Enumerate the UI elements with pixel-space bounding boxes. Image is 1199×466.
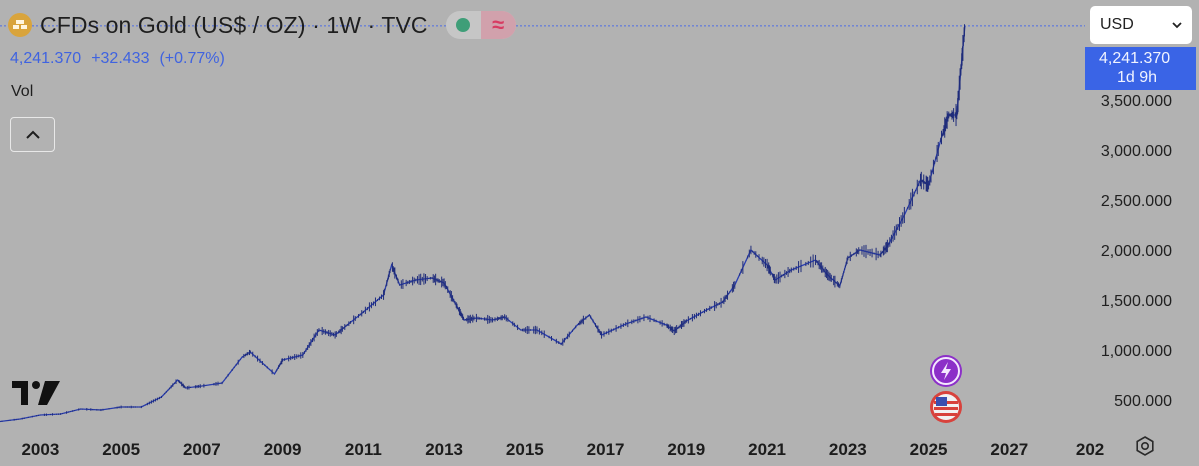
x-tick-label: 202 xyxy=(1076,440,1104,459)
x-tick-label: 2023 xyxy=(829,440,867,459)
collapse-button[interactable] xyxy=(10,117,55,152)
x-tick-label: 2007 xyxy=(183,440,221,459)
symbol-title[interactable]: CFDs on Gold (US$ / OZ) · 1W · TVC xyxy=(40,11,428,38)
bar-countdown: 1d 9h xyxy=(1117,69,1158,86)
gold-bars-icon xyxy=(8,13,32,37)
x-tick-label: 2005 xyxy=(102,440,140,459)
x-tick-label: 2011 xyxy=(345,440,382,459)
x-tick-label: 2003 xyxy=(21,440,59,459)
x-tick-label: 2015 xyxy=(506,440,544,459)
x-tick-label: 2025 xyxy=(910,440,948,459)
price-series-wicks xyxy=(0,24,966,422)
lightning-event-icon[interactable] xyxy=(930,355,962,387)
status-pill[interactable]: ≈ xyxy=(445,11,516,39)
x-tick-label: 2021 xyxy=(748,440,786,459)
chart-header: CFDs on Gold (US$ / OZ) · 1W · TVC ≈ xyxy=(8,10,516,40)
y-tick-label: 3,000.000 xyxy=(1101,143,1172,160)
x-tick-label: 2019 xyxy=(667,440,705,459)
price-change-percent: (+0.77%) xyxy=(159,50,225,67)
x-tick-label: 2013 xyxy=(425,440,463,459)
settings-icon[interactable] xyxy=(1136,436,1154,456)
y-tick-label: 2,000.000 xyxy=(1101,243,1172,260)
currency-select[interactable]: USD xyxy=(1090,6,1192,44)
y-tick-label: 1,000.000 xyxy=(1101,343,1172,360)
y-tick-label: 1,500.000 xyxy=(1101,293,1172,310)
market-open-dot-icon xyxy=(456,18,471,32)
price-series-line xyxy=(0,25,966,423)
us-flag-event-icon[interactable] xyxy=(930,391,962,423)
chevron-down-icon xyxy=(1172,21,1182,28)
x-tick-label: 2009 xyxy=(264,440,302,459)
price-change: +32.433 xyxy=(91,50,150,67)
tradingview-logo[interactable] xyxy=(12,379,62,412)
last-price-tag-value: 4,241.370 xyxy=(1099,50,1171,67)
y-tick-label: 2,500.000 xyxy=(1101,193,1172,210)
x-tick-label: 2027 xyxy=(990,440,1028,459)
y-tick-label: 3,500.000 xyxy=(1101,93,1172,110)
y-tick-label: 500.000 xyxy=(1114,393,1172,410)
x-tick-label: 2017 xyxy=(587,440,625,459)
last-price-tag: 4,241.370 1d 9h xyxy=(1085,47,1196,90)
chevron-up-icon xyxy=(25,130,40,139)
volume-label[interactable]: Vol xyxy=(11,83,34,100)
currency-value: USD xyxy=(1100,16,1134,33)
approx-wave-icon: ≈ xyxy=(480,11,516,39)
last-price: 4,241.370 xyxy=(10,50,82,67)
price-quote: 4,241.370 +32.433 (+0.77%) xyxy=(10,50,225,68)
